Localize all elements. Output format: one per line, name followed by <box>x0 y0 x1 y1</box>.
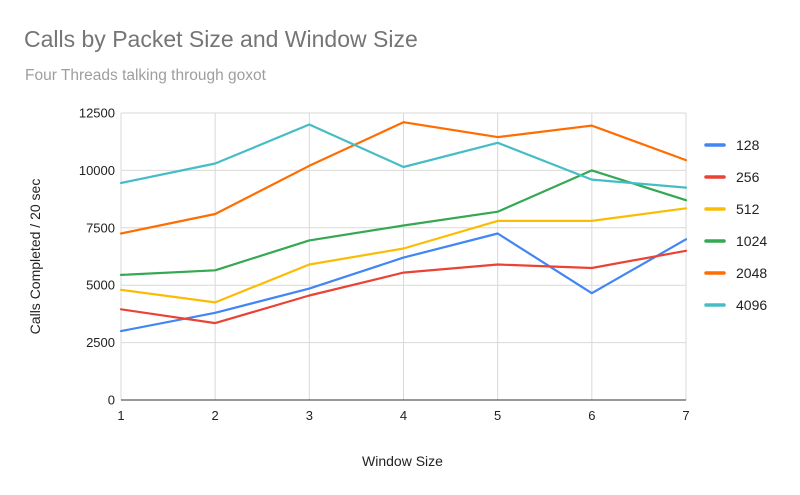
x-axis-title: Window Size <box>362 453 443 469</box>
y-tick-label: 12500 <box>79 106 115 121</box>
y-tick-label: 7500 <box>86 220 115 235</box>
series-line-1024 <box>119 169 688 276</box>
y-tick-label: 5000 <box>86 278 115 293</box>
series-line-256 <box>119 249 688 325</box>
chart-title: Calls by Packet Size and Window Size <box>24 26 418 52</box>
y-axis-title: Calls Completed / 20 sec <box>27 179 43 335</box>
series-line-128 <box>119 232 688 333</box>
grid-lines <box>120 112 687 401</box>
legend-label-512: 512 <box>736 201 760 217</box>
y-tick-label: 2500 <box>86 335 115 350</box>
series-line-2048 <box>119 121 688 235</box>
series-line-512 <box>119 207 688 304</box>
x-tick-label: 7 <box>682 408 689 423</box>
legend: 128 256 512 1024 2048 4096 <box>704 137 767 313</box>
legend-label-256: 256 <box>736 169 760 185</box>
legend-label-128: 128 <box>736 137 760 153</box>
x-tick-label: 3 <box>306 408 313 423</box>
chart-subtitle: Four Threads talking through goxot <box>25 67 266 84</box>
y-tick-label: 0 <box>108 393 115 408</box>
legend-label-2048: 2048 <box>736 265 767 281</box>
y-tick-label: 10000 <box>79 163 115 178</box>
x-tick-label: 6 <box>588 408 595 423</box>
series-lines <box>119 121 688 333</box>
x-tick-label: 2 <box>212 408 219 423</box>
x-tick-label: 5 <box>494 408 501 423</box>
x-tick-labels: 1 2 3 4 5 6 7 <box>117 408 689 423</box>
x-tick-label: 4 <box>400 408 407 423</box>
legend-label-1024: 1024 <box>736 233 767 249</box>
legend-label-4096: 4096 <box>736 297 767 313</box>
series-line-4096 <box>119 123 688 189</box>
x-tick-label: 1 <box>117 408 124 423</box>
y-tick-labels: 0 2500 5000 7500 10000 12500 <box>79 106 115 408</box>
